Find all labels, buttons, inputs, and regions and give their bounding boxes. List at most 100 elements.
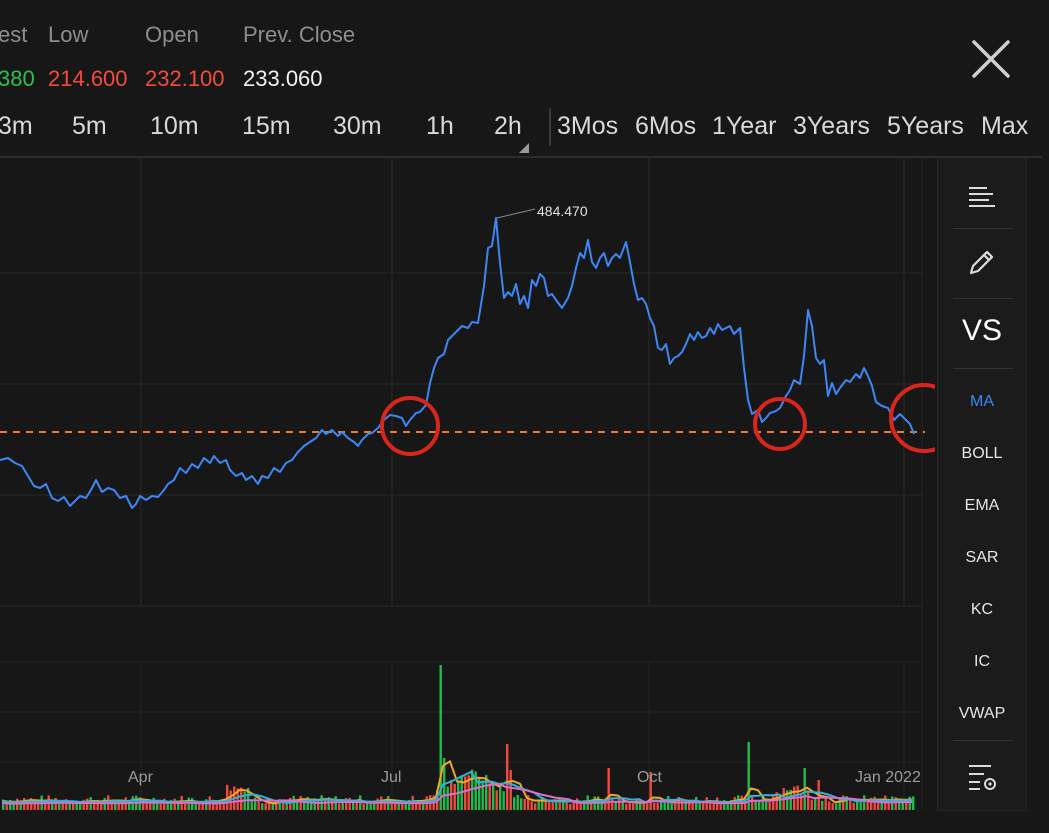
volume-bar	[261, 803, 264, 810]
volume-bar	[408, 799, 411, 810]
volume-bar	[877, 800, 880, 810]
volume-bar	[831, 803, 834, 810]
list-button[interactable]	[938, 176, 1026, 216]
indicator-ma[interactable]: MA	[970, 393, 994, 410]
stat-value-latest: 380	[0, 66, 35, 91]
volume-bar	[618, 798, 621, 810]
volume-bar	[478, 777, 481, 810]
stat-label-open: Open	[145, 22, 199, 47]
compare-vs-button[interactable]: VS	[961, 314, 1003, 347]
volume-bar	[684, 799, 687, 810]
volume-bar	[887, 801, 890, 810]
volume-bar	[719, 803, 722, 810]
volume-bar	[698, 802, 701, 810]
volume-bar	[572, 799, 575, 810]
timeframe-1year[interactable]: 1Year	[712, 112, 777, 140]
volume-bar	[275, 800, 278, 810]
volume-bar	[754, 800, 757, 810]
volume-ma-line	[1, 770, 913, 804]
volume-bar	[562, 798, 565, 810]
volume-bar	[415, 800, 418, 810]
volume-bar	[317, 800, 320, 810]
volume-bar	[541, 796, 544, 810]
indicator-ic[interactable]: IC	[974, 653, 990, 670]
draw-button[interactable]	[938, 242, 1026, 282]
volume-bar	[159, 803, 162, 810]
volume-bar	[660, 801, 663, 810]
volume-bar	[600, 798, 603, 810]
indicator-boll[interactable]: BOLL	[961, 445, 1003, 462]
indicator-sar[interactable]: SAR	[965, 549, 999, 566]
timeframe-10m[interactable]: 10m	[150, 112, 199, 140]
volume-bar	[26, 799, 29, 810]
price-chart-svg: 484.470	[0, 158, 959, 810]
volume-bar	[565, 799, 568, 810]
timeframe-2h[interactable]: 2h	[494, 112, 522, 140]
volume-bar	[779, 795, 782, 810]
timeframe-5m[interactable]: 5m	[72, 112, 107, 140]
close-button[interactable]	[968, 36, 1014, 82]
volume-bar	[264, 803, 267, 810]
timeframe-1h[interactable]: 1h	[426, 112, 454, 140]
volume-bar	[583, 800, 586, 810]
volume-bar	[824, 797, 827, 810]
volume-bar	[376, 798, 379, 810]
volume-bar	[156, 801, 159, 810]
stat-value-open: 232.100	[145, 66, 225, 91]
volume-bar	[422, 802, 425, 810]
x-axis-label: Jul	[381, 769, 402, 786]
volume-bar	[509, 770, 512, 810]
volume-bar	[299, 796, 302, 810]
timeframe-3mos[interactable]: 3Mos	[557, 112, 619, 140]
volume-bar	[369, 801, 372, 810]
timeframe-3years[interactable]: 3Years	[793, 112, 870, 140]
list-icon	[969, 187, 995, 207]
volume-bar	[201, 803, 204, 810]
volume-bar	[390, 803, 393, 810]
indicator-ema[interactable]: EMA	[964, 497, 1000, 514]
volume-bar	[418, 800, 421, 810]
volume-bar	[663, 799, 666, 810]
annotation-circles	[380, 383, 959, 456]
volume-bar	[362, 803, 365, 810]
timeframe-15m[interactable]: 15m	[242, 112, 291, 140]
volume-bar	[327, 797, 330, 810]
volume-bar	[768, 799, 771, 810]
volume-bar	[397, 800, 400, 810]
volume-bar	[331, 799, 334, 810]
volume-bar	[149, 802, 152, 810]
timeframe-5years[interactable]: 5Years	[887, 112, 964, 140]
annotation-circle	[753, 397, 807, 451]
volume-bar	[338, 803, 341, 810]
peak-leader-line	[496, 208, 536, 219]
sidebar-divider	[953, 740, 1013, 741]
volume-bar	[856, 799, 859, 810]
volume-bar	[649, 772, 652, 810]
x-axis-label: Apr	[128, 769, 153, 786]
volume-bar	[383, 800, 386, 810]
timeframe-30m[interactable]: 30m	[333, 112, 382, 140]
indicator-settings-button[interactable]	[938, 756, 1026, 796]
volume-bar	[621, 797, 624, 810]
volume-bar	[464, 776, 467, 810]
volume-bar	[789, 789, 792, 810]
timeframe-3m[interactable]: 3m	[0, 112, 33, 140]
timeframe-max[interactable]: Max	[981, 112, 1029, 140]
volume-bar	[453, 784, 456, 810]
volume-bar	[681, 798, 684, 810]
volume-bar	[61, 800, 64, 810]
volume-bar	[439, 665, 442, 810]
volume-bar	[709, 800, 712, 810]
volume-bar	[324, 798, 327, 810]
volume-bar	[457, 781, 460, 810]
peak-value-label: 484.470	[537, 203, 588, 219]
timeframe-6mos[interactable]: 6Mos	[635, 112, 697, 140]
price-chart[interactable]: 484.470 Apr Jul Oct Jan 2022	[0, 158, 959, 828]
volume-bar	[12, 803, 15, 810]
indicator-vwap[interactable]: VWAP	[958, 705, 1006, 722]
header-divider	[0, 156, 1042, 158]
indicator-kc[interactable]: KC	[970, 601, 994, 618]
stat-label-low: Low	[48, 22, 89, 47]
volume-bar	[271, 803, 274, 810]
volume-bar	[670, 800, 673, 810]
